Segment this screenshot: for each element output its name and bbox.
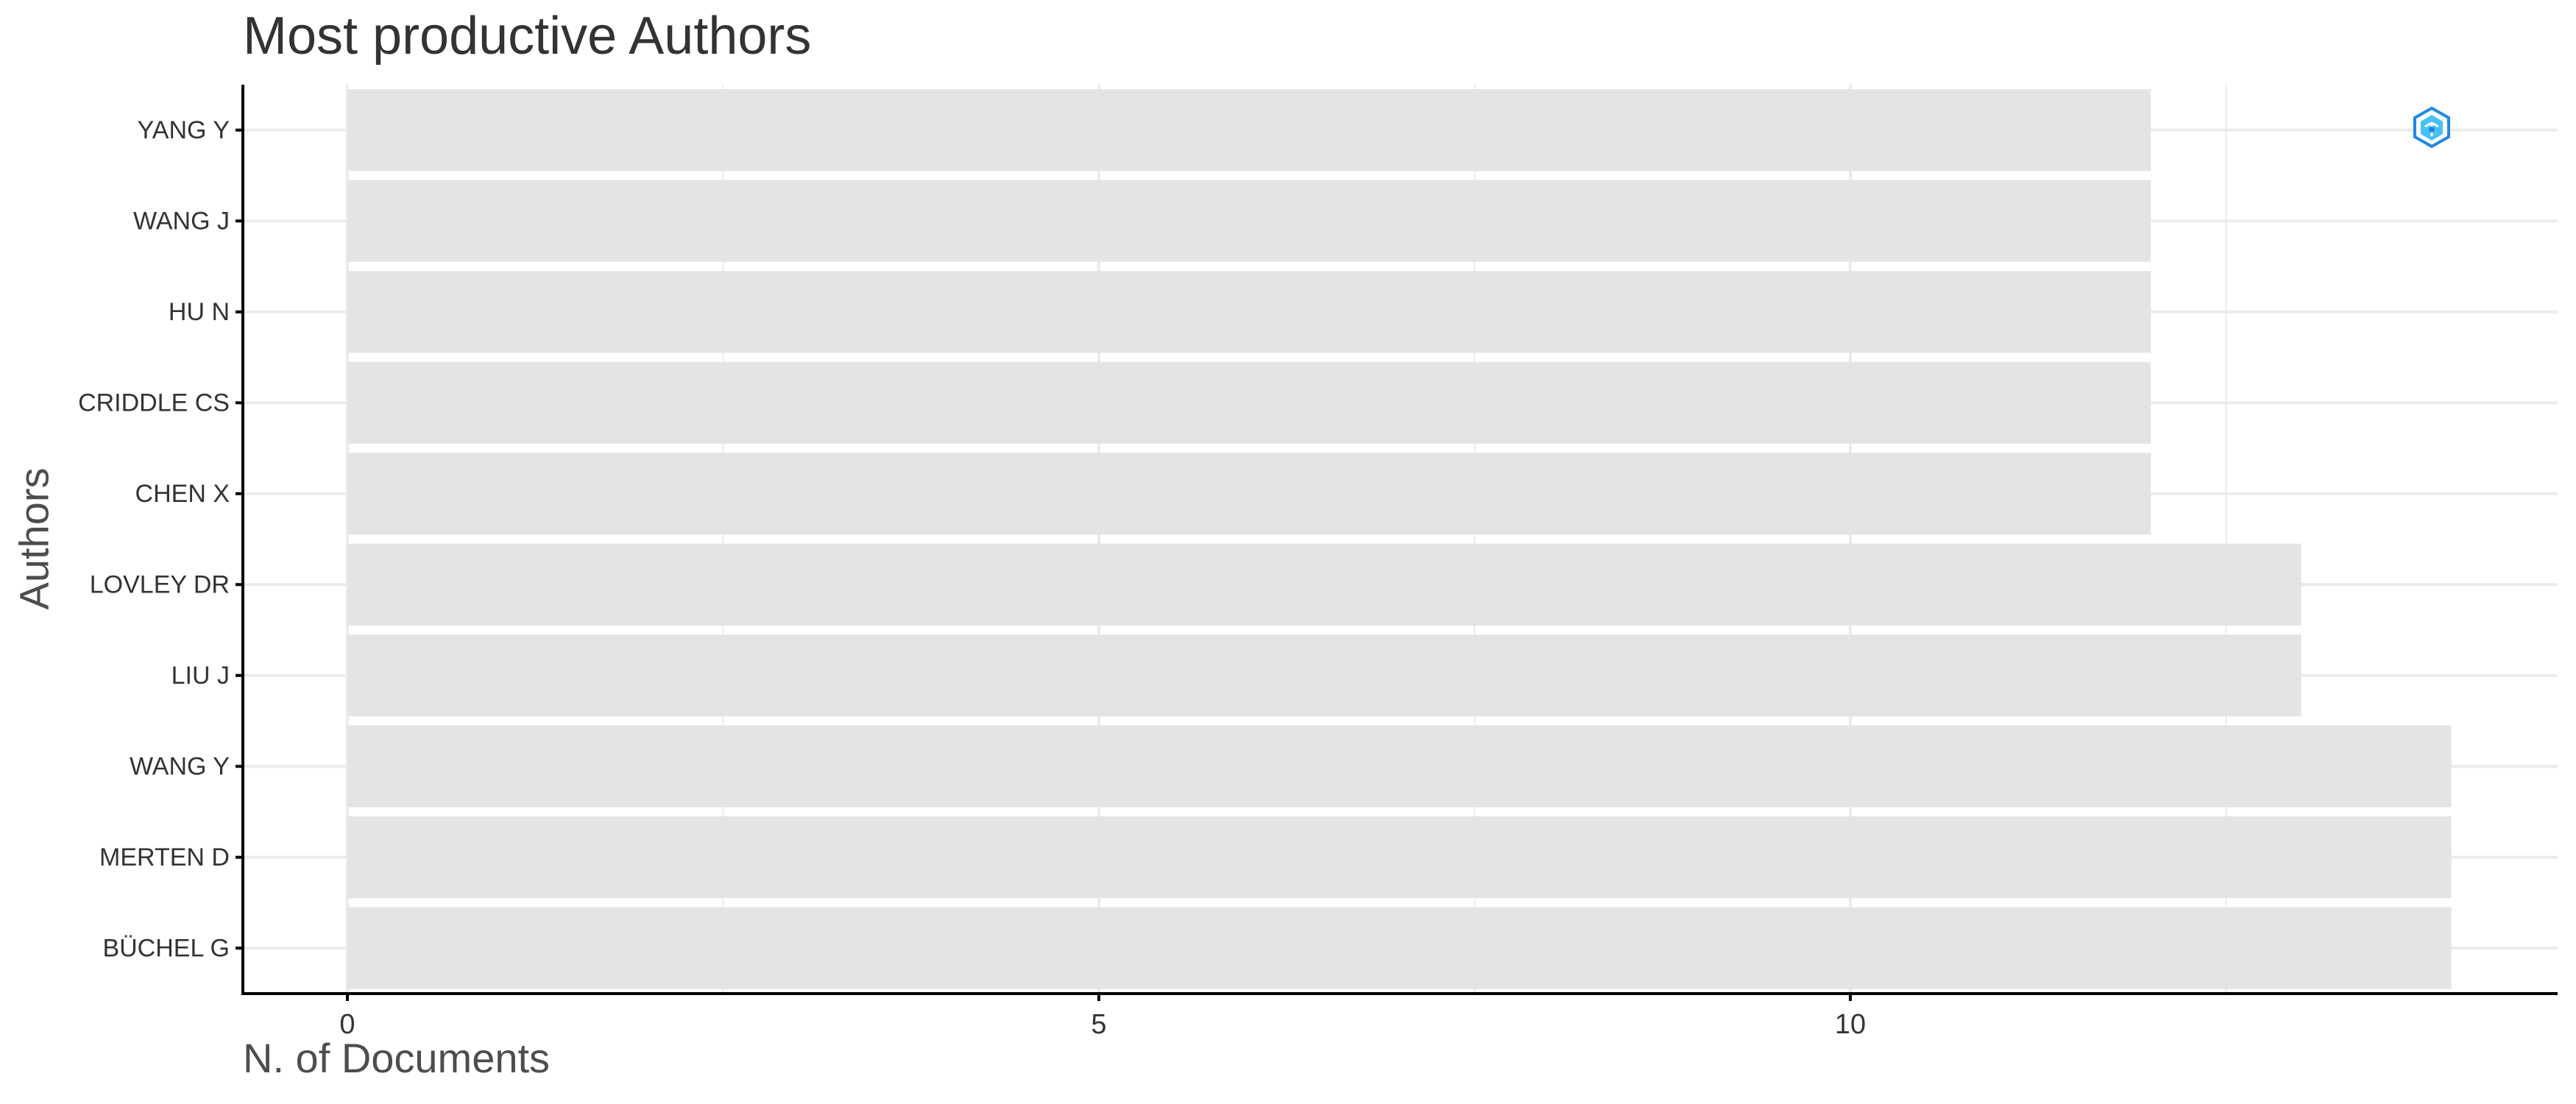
bar bbox=[347, 180, 2151, 262]
y-tick-labels: YANG Y WANG J HU N CRIDDLE CS CHEN X LOVLEY D… bbox=[78, 116, 243, 962]
y-tick-label: LOVLEY DR bbox=[90, 570, 230, 598]
x-tick-label: 10 bbox=[1835, 1009, 1866, 1040]
x-tick-label: 5 bbox=[1091, 1009, 1106, 1040]
bar bbox=[347, 453, 2151, 535]
bars bbox=[347, 89, 2452, 989]
bibliometrix-logo-icon bbox=[2413, 107, 2450, 148]
y-tick-label: CRIDDLE CS bbox=[78, 389, 230, 417]
y-tick-label: MERTEN D bbox=[99, 843, 230, 871]
x-axis-title: N. of Documents bbox=[243, 1035, 551, 1081]
bar bbox=[347, 907, 2452, 989]
axes bbox=[241, 85, 2558, 995]
y-tick-label: HU N bbox=[169, 298, 230, 326]
x-tick-label: 0 bbox=[339, 1009, 355, 1040]
bar bbox=[347, 271, 2151, 353]
y-tick-label: BÜCHEL G bbox=[102, 934, 230, 962]
bar bbox=[347, 725, 2452, 807]
x-tick-labels: 0 5 10 bbox=[339, 994, 1866, 1040]
chart-title: Most productive Authors bbox=[243, 7, 812, 66]
bar bbox=[347, 89, 2151, 171]
y-tick-label: CHEN X bbox=[135, 480, 230, 508]
y-tick-label: WANG J bbox=[133, 207, 230, 235]
bar bbox=[347, 361, 2151, 444]
bar bbox=[347, 543, 2301, 626]
bar bbox=[347, 634, 2301, 717]
bar bbox=[347, 816, 2452, 899]
y-tick-label: YANG Y bbox=[138, 116, 230, 144]
y-tick-label: LIU J bbox=[171, 662, 230, 690]
y-tick-label: WANG Y bbox=[130, 752, 230, 780]
y-axis-title: Authors bbox=[10, 467, 57, 610]
